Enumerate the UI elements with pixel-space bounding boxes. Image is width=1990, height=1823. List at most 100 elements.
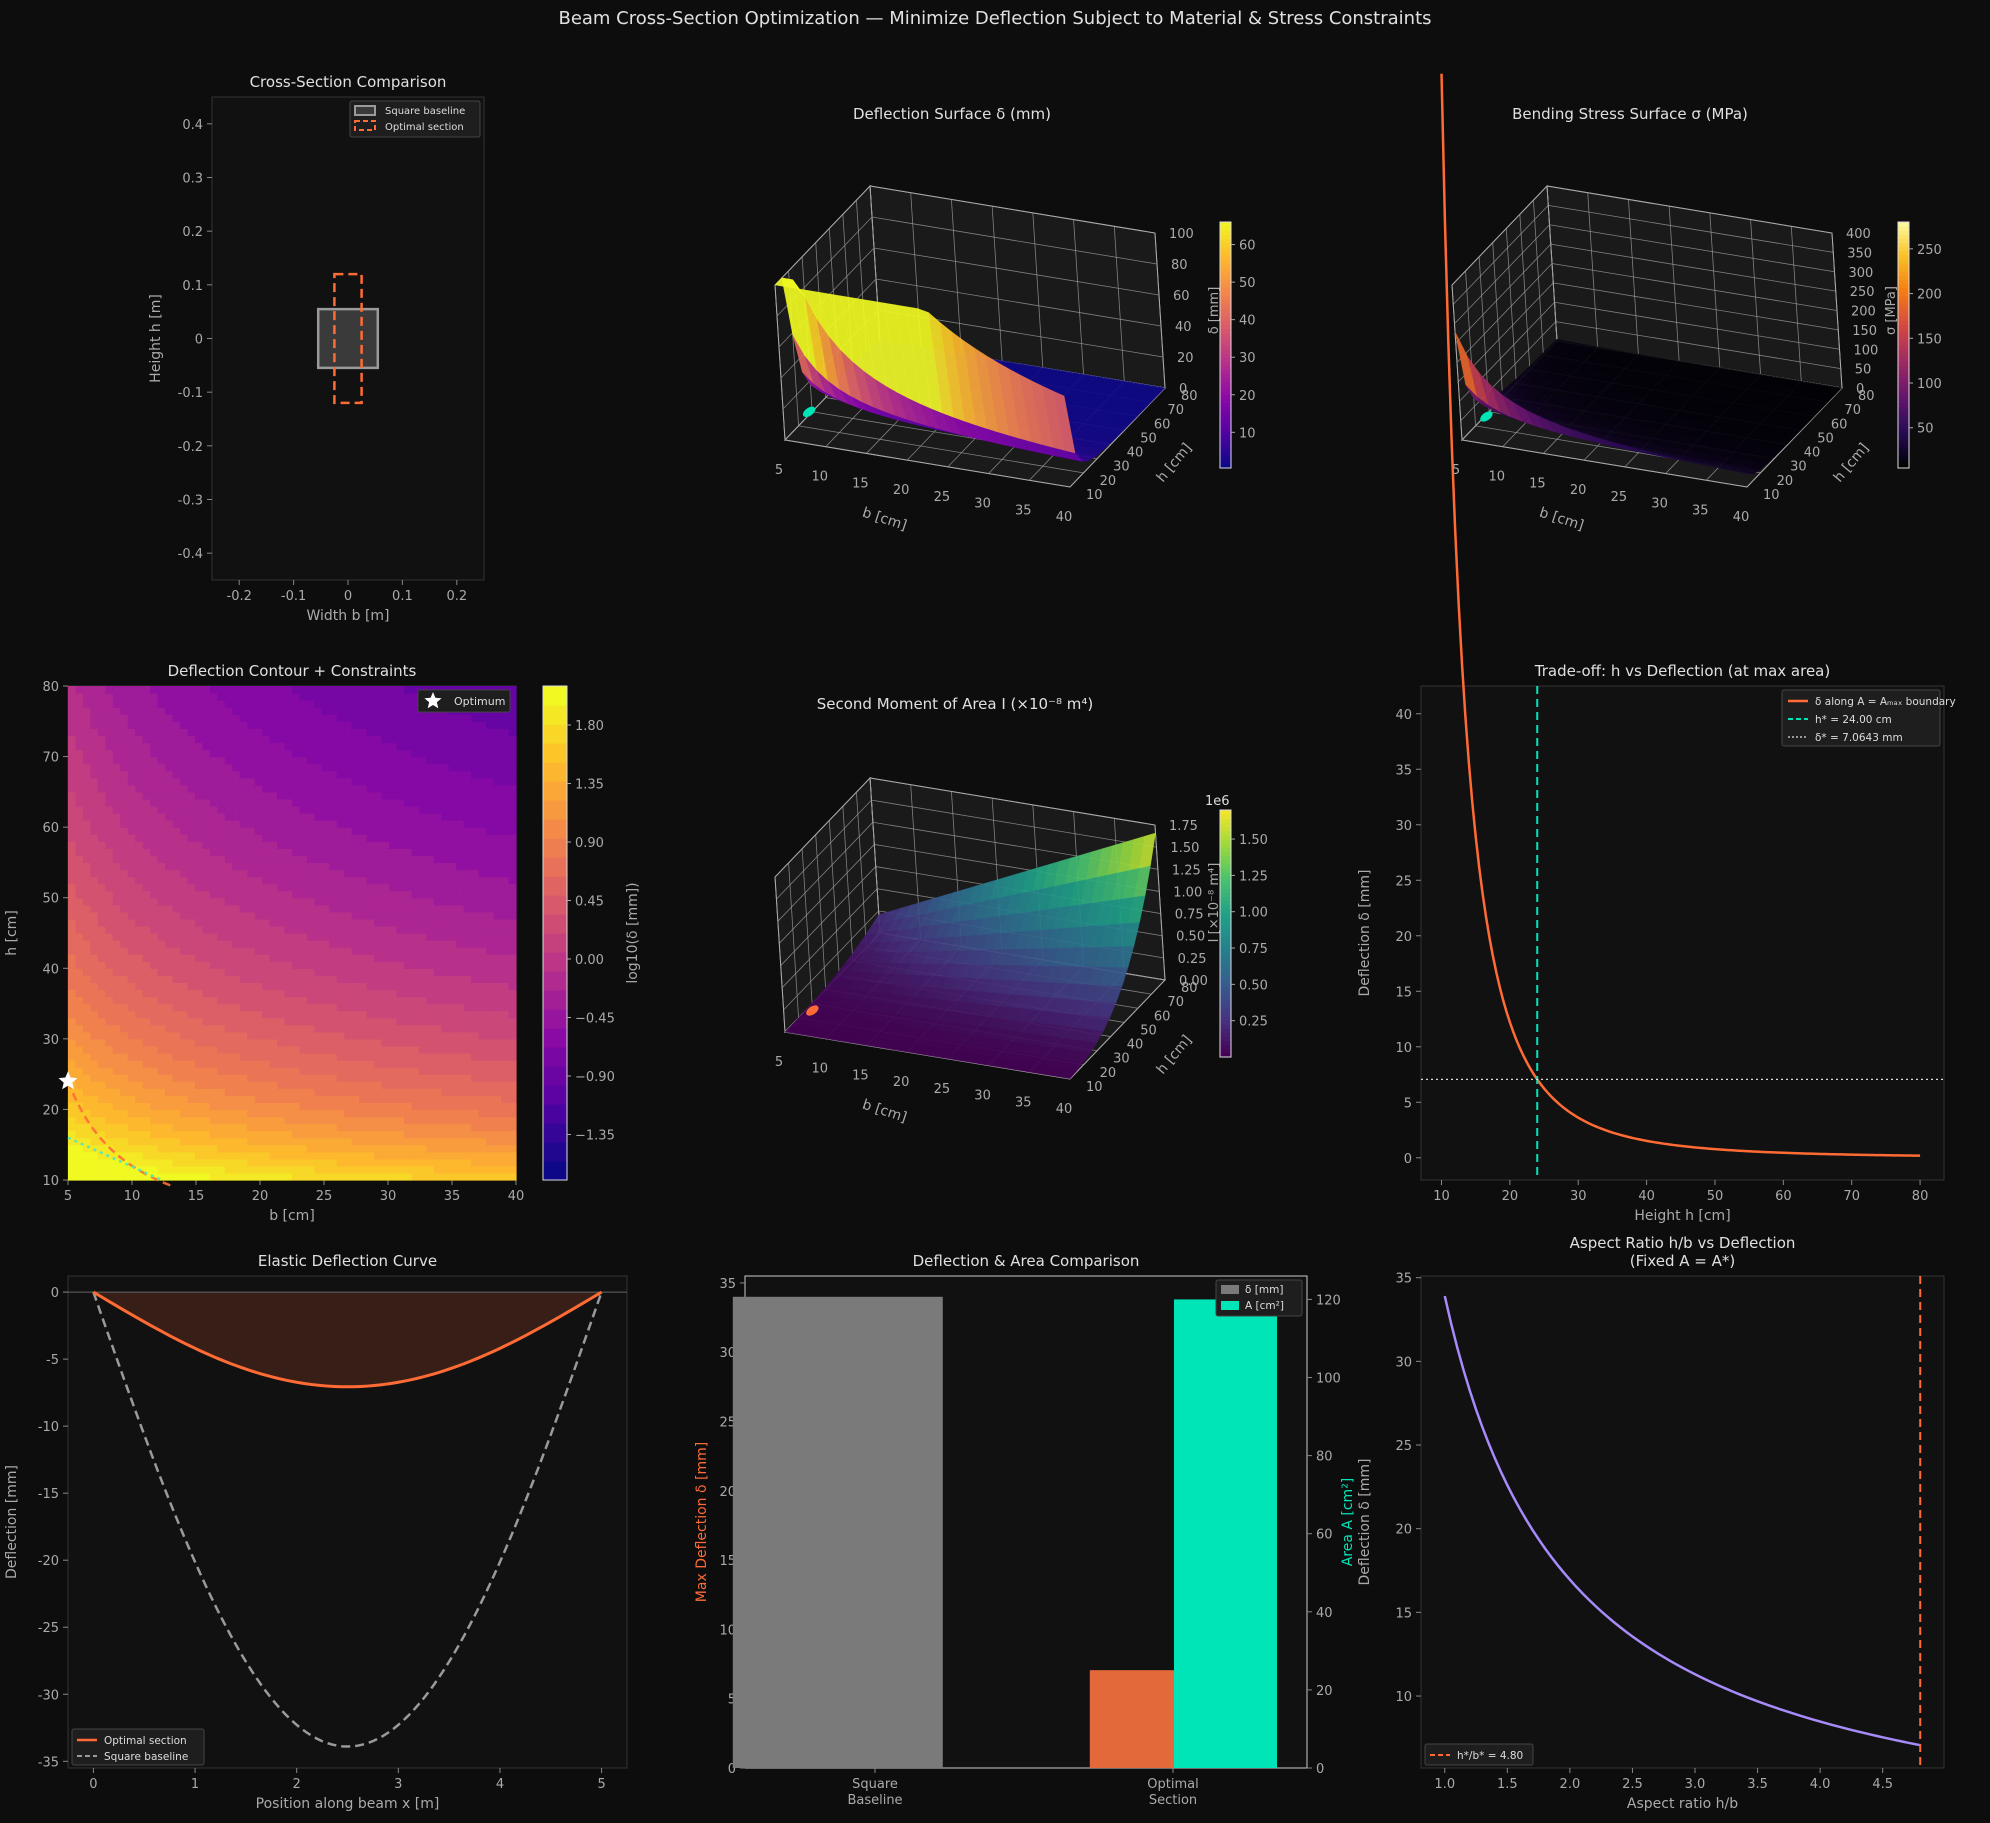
contour-cell [336,1045,345,1054]
contour-cell [172,707,181,715]
contour-cell [194,693,203,701]
contour-cell [321,947,330,955]
contour-cell [292,968,301,976]
contour-cell [359,961,368,969]
contour-cell [292,996,301,1005]
contour-cell [336,940,345,948]
y-tick-label: 80 [1181,389,1198,404]
contour-cell [172,848,181,856]
contour-cell [165,933,174,941]
contour-cell [284,1088,293,1096]
contour-cell [194,714,203,722]
contour-cell [404,791,413,800]
contour-cell [105,777,114,786]
contour-cell [187,897,196,906]
contour-cell [366,756,375,765]
contour-cell [105,770,114,779]
contour-cell [418,1130,427,1139]
contour-cell [344,791,353,800]
x-tick-label: 0.1 [392,589,413,604]
contour-cell [172,869,181,878]
contour-cell [202,820,211,828]
contour-cell [97,1095,106,1103]
contour-cell [247,1060,256,1068]
contour-cell [120,1172,129,1181]
contour-cell [202,1144,211,1153]
contour-cell [202,1123,211,1132]
contour-cell [411,855,420,864]
colorbar-step [1220,879,1231,885]
contour-cell [292,735,301,744]
contour-cell [321,1123,330,1132]
contour-cell [187,1130,196,1139]
contour-cell [90,1088,99,1096]
contour-cell [254,1151,263,1160]
contour-cell [389,982,398,991]
contour-cell [262,904,271,913]
colorbar-step [1898,349,1909,354]
contour-cell [247,742,256,751]
contour-cell [254,954,263,962]
contour-cell [374,1116,383,1125]
contour-cell [135,763,144,772]
contour-cell [359,1003,368,1012]
contour-cell [68,1109,77,1118]
contour-cell [105,721,114,729]
contour-cell [269,735,278,744]
contour-cell [135,1031,144,1040]
contour-cell [321,1165,330,1174]
contour-cell [97,834,106,842]
contour-cell [75,805,84,814]
contour-cell [351,1003,360,1012]
contour-cell [344,947,353,955]
contour-cell [75,1081,84,1089]
contour-cell [127,1095,136,1103]
contour-cell [180,1165,189,1174]
contour-cell [292,841,301,849]
contour-cell [112,756,121,765]
contour-cell [68,968,77,976]
grid-line [1549,224,1835,273]
contour-cell [389,1130,398,1139]
contour-cell [172,1003,181,1012]
contour-cell [418,925,427,934]
colorbar-frame [1219,809,1232,1058]
contour-cell [284,763,293,772]
contour-cell [135,989,144,998]
contour-cell [269,855,278,864]
contour-cell [82,834,91,842]
contour-cell [262,883,271,892]
contour-cell [112,940,121,948]
contour-cell [150,897,159,906]
colorbar-step [1898,254,1909,260]
contour-cell [404,1038,413,1047]
contour-cell [381,975,390,983]
contour-cell [239,989,248,998]
contour-cell [68,989,77,998]
contour-cell [239,1024,248,1033]
contour-cell [239,933,248,941]
contour-cell [254,841,263,849]
contour-cell [292,1060,301,1068]
contour-cell [404,805,413,814]
colorbar-step [1220,892,1231,898]
contour-cell [209,1010,218,1019]
contour-cell [157,805,166,814]
contour-cell [75,961,84,969]
contour-cell [239,1081,248,1089]
colorbar-step [1898,402,1909,408]
contour-cell [120,869,129,878]
contour-cell [411,876,420,885]
contour-cell [150,834,159,842]
contour-cell [366,862,375,871]
contour-cell [127,749,136,758]
contour-cell [172,876,181,885]
contour-cell [254,749,263,758]
colorbar-step [1898,324,1909,330]
contour-cell [68,1137,77,1146]
contour-cell [187,855,196,864]
contour-cell [142,834,151,842]
contour-cell [202,1010,211,1019]
contour-cell [202,876,211,885]
contour-cell [172,756,181,765]
